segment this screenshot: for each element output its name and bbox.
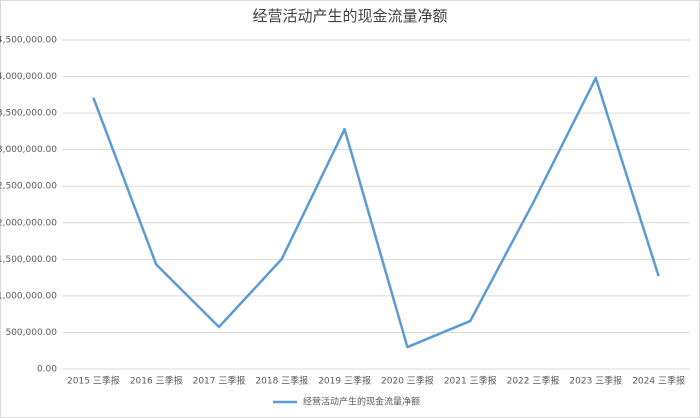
y-tick-label: 2,000,000.00 (0, 218, 57, 228)
x-tick-label: 2016 三季报 (130, 375, 183, 387)
y-tick-label: 3,500,000.00 (0, 109, 57, 119)
data-line (92, 76, 660, 349)
x-tick-label: 2018 三季报 (255, 375, 308, 387)
y-tick-label: 4,500,000.00 (0, 36, 57, 46)
y-tick-label: 3,000,000.00 (0, 145, 57, 155)
x-tick-label: 2021 三季报 (444, 375, 497, 387)
y-tick-label: 0.00 (37, 365, 57, 375)
y-tick-label: 4,000,000.00 (0, 72, 57, 82)
y-tick-label: 1,000,000.00 (0, 291, 57, 301)
y-tick-label: 1,500,000.00 (0, 255, 57, 265)
x-tick-label: 2017 三季报 (193, 375, 246, 387)
legend-label: 经营活动产生的现金流量净额 (303, 396, 420, 408)
x-tick-label: 2022 三季报 (507, 375, 560, 387)
x-tick-label: 2019 三季报 (318, 375, 371, 387)
x-tick-label: 2023 三季报 (569, 375, 622, 387)
x-tick-label: 2015 三季报 (67, 375, 120, 387)
x-tick-label: 2024 三季报 (632, 375, 685, 387)
x-tick-label: 2020 三季报 (381, 375, 434, 387)
chart-title: 经营活动产生的现金流量净额 (252, 7, 447, 25)
y-tick-label: 2,500,000.00 (0, 182, 57, 192)
y-tick-label: 500,000.00 (5, 328, 57, 338)
